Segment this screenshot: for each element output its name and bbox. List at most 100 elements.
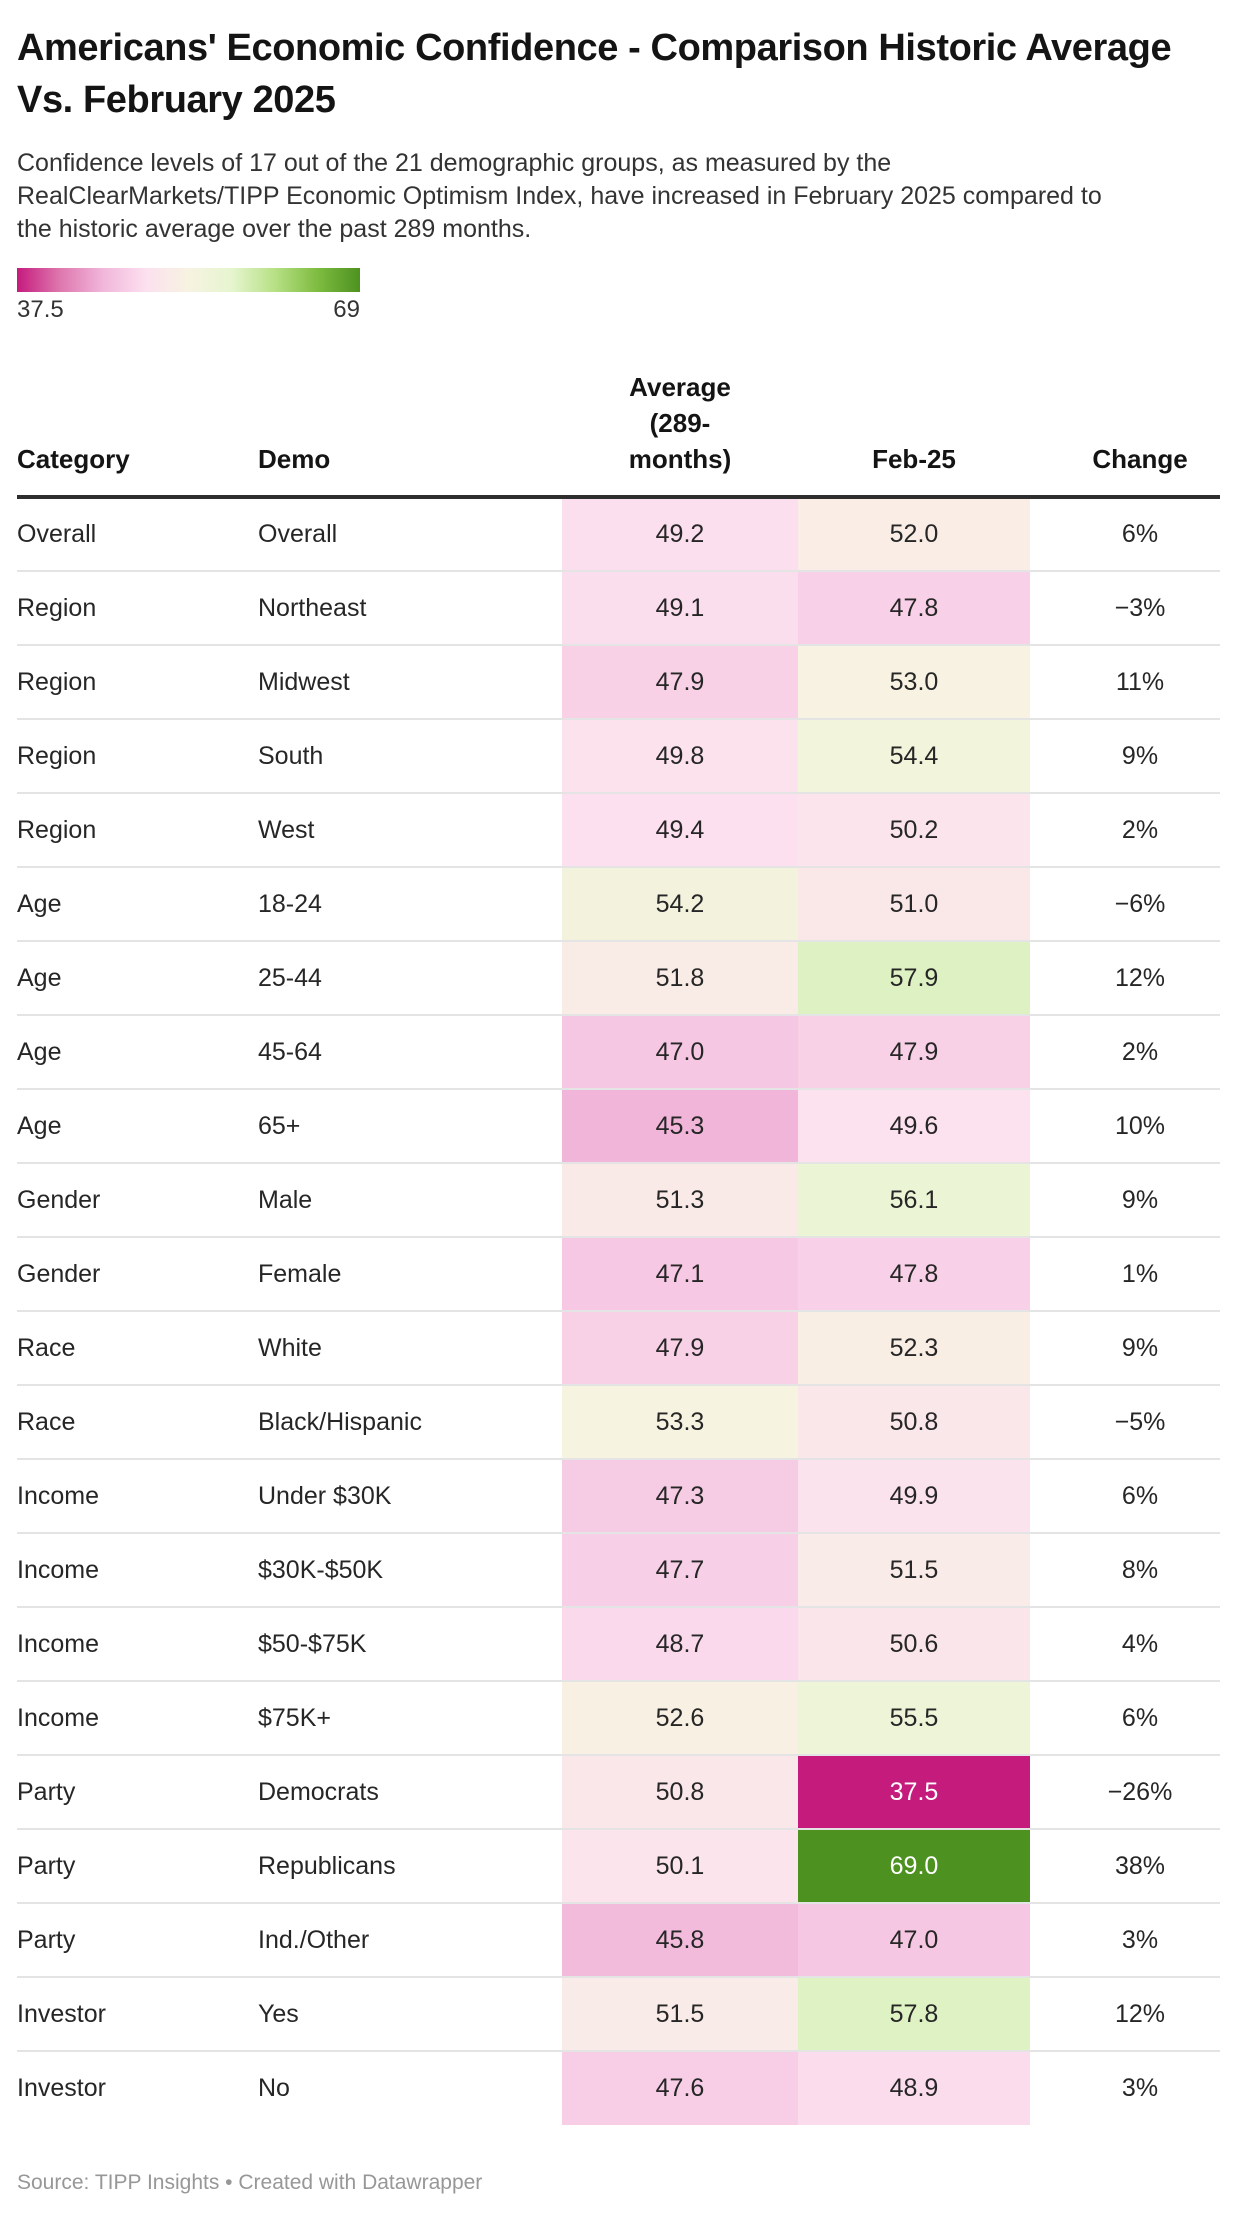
category-cell: Income — [17, 1532, 258, 1607]
table-row: Region Northeast 49.1 47.8 −3% — [17, 570, 1220, 645]
demo-cell: Northeast — [258, 570, 562, 645]
column-header-feb25: Feb-25 — [798, 369, 1030, 499]
category-cell: Party — [17, 1828, 258, 1903]
average-cell: 51.5 — [562, 1976, 798, 2051]
column-header-demo: Demo — [258, 369, 562, 499]
column-header-category: Category — [17, 369, 258, 499]
table-row: Region Midwest 47.9 53.0 11% — [17, 644, 1220, 719]
table-row: Party Republicans 50.1 69.0 38% — [17, 1828, 1220, 1903]
table-row: Party Democrats 50.8 37.5 −26% — [17, 1754, 1220, 1829]
feb25-cell: 50.2 — [798, 792, 1030, 867]
average-cell: 49.4 — [562, 792, 798, 867]
change-cell: 10% — [1030, 1088, 1220, 1163]
column-header-average-text: Average (289-months) — [628, 372, 732, 474]
column-header-change: Change — [1030, 369, 1220, 499]
table-row: Age 18-24 54.2 51.0 −6% — [17, 866, 1220, 941]
demo-cell: Ind./Other — [258, 1902, 562, 1977]
change-cell: 3% — [1030, 1902, 1220, 1977]
demo-cell: South — [258, 718, 562, 793]
category-cell: Overall — [17, 497, 258, 571]
average-cell: 49.8 — [562, 718, 798, 793]
feb25-cell: 52.3 — [798, 1310, 1030, 1385]
category-cell: Investor — [17, 1976, 258, 2051]
change-cell: −6% — [1030, 866, 1220, 941]
average-cell: 47.9 — [562, 1310, 798, 1385]
demo-cell: Overall — [258, 497, 562, 571]
change-cell: 12% — [1030, 940, 1220, 1015]
feb25-cell: 51.5 — [798, 1532, 1030, 1607]
table-row: Region West 49.4 50.2 2% — [17, 792, 1220, 867]
change-cell: 3% — [1030, 2050, 1220, 2125]
demo-cell: Republicans — [258, 1828, 562, 1903]
page-title: Americans' Economic Confidence - Compari… — [17, 27, 1172, 121]
average-cell: 53.3 — [562, 1384, 798, 1459]
feb25-cell: 49.9 — [798, 1458, 1030, 1533]
average-cell: 47.9 — [562, 644, 798, 719]
data-table: Category Demo Average (289-months) Feb-25 Ch… — [17, 369, 1220, 2125]
table-row: Age 25-44 51.8 57.9 12% — [17, 940, 1220, 1015]
demo-cell: Yes — [258, 1976, 562, 2051]
average-cell: 54.2 — [562, 866, 798, 941]
change-cell: 9% — [1030, 1310, 1220, 1385]
feb25-cell: 52.0 — [798, 497, 1030, 571]
table-row: Age 45-64 47.0 47.9 2% — [17, 1014, 1220, 1089]
change-cell: 8% — [1030, 1532, 1220, 1607]
average-cell: 45.8 — [562, 1902, 798, 1977]
change-cell: −3% — [1030, 570, 1220, 645]
color-legend: 37.5 69 — [17, 268, 360, 323]
table-row: Region South 49.8 54.4 9% — [17, 718, 1220, 793]
demo-cell: 25-44 — [258, 940, 562, 1015]
category-cell: Region — [17, 570, 258, 645]
change-cell: 12% — [1030, 1976, 1220, 2051]
average-cell: 50.8 — [562, 1754, 798, 1829]
feb25-cell: 49.6 — [798, 1088, 1030, 1163]
average-cell: 49.2 — [562, 497, 798, 571]
average-cell: 47.6 — [562, 2050, 798, 2125]
change-cell: 6% — [1030, 497, 1220, 571]
demo-cell: Male — [258, 1162, 562, 1237]
table-header: Category Demo Average (289-months) Feb-25 Ch… — [17, 369, 1220, 499]
feb25-cell: 54.4 — [798, 718, 1030, 793]
chart-container: Americans' Economic Confidence - Compari… — [0, 22, 1240, 2195]
legend-min-label: 37.5 — [17, 296, 64, 323]
color-legend-labels: 37.5 69 — [17, 297, 360, 323]
change-cell: 11% — [1030, 644, 1220, 719]
demo-cell: 65+ — [258, 1088, 562, 1163]
category-cell: Race — [17, 1384, 258, 1459]
feb25-cell: 50.8 — [798, 1384, 1030, 1459]
feb25-cell: 69.0 — [798, 1828, 1030, 1903]
feb25-cell: 55.5 — [798, 1680, 1030, 1755]
feb25-cell: 48.9 — [798, 2050, 1030, 2125]
feb25-cell: 47.9 — [798, 1014, 1030, 1089]
change-cell: −26% — [1030, 1754, 1220, 1829]
feb25-cell: 51.0 — [798, 866, 1030, 941]
feb25-cell: 57.8 — [798, 1976, 1030, 2051]
demo-cell: Democrats — [258, 1754, 562, 1829]
legend-max-label: 69 — [333, 296, 360, 323]
average-cell: 51.8 — [562, 940, 798, 1015]
category-cell: Income — [17, 1458, 258, 1533]
average-cell: 45.3 — [562, 1088, 798, 1163]
category-cell: Income — [17, 1606, 258, 1681]
table-row: Race White 47.9 52.3 9% — [17, 1310, 1220, 1385]
change-cell: 9% — [1030, 1162, 1220, 1237]
category-cell: Race — [17, 1310, 258, 1385]
average-cell: 47.1 — [562, 1236, 798, 1311]
feb25-cell: 50.6 — [798, 1606, 1030, 1681]
feb25-cell: 57.9 — [798, 940, 1030, 1015]
feb25-cell: 53.0 — [798, 644, 1030, 719]
table-body: Overall Overall 49.2 52.0 6% Region Northeast 4… — [17, 497, 1220, 2125]
table-row: Overall Overall 49.2 52.0 6% — [17, 497, 1220, 571]
change-cell: 4% — [1030, 1606, 1220, 1681]
table-row: Income Under $30K 47.3 49.9 6% — [17, 1458, 1220, 1533]
category-cell: Gender — [17, 1162, 258, 1237]
category-cell: Party — [17, 1902, 258, 1977]
average-cell: 47.3 — [562, 1458, 798, 1533]
change-cell: 2% — [1030, 792, 1220, 867]
table-row: Investor No 47.6 48.9 3% — [17, 2050, 1220, 2125]
table-row: Income $75K+ 52.6 55.5 6% — [17, 1680, 1220, 1755]
feb25-cell: 47.0 — [798, 1902, 1030, 1977]
category-cell: Age — [17, 866, 258, 941]
change-cell: 1% — [1030, 1236, 1220, 1311]
table-row: Income $30K-$50K 47.7 51.5 8% — [17, 1532, 1220, 1607]
